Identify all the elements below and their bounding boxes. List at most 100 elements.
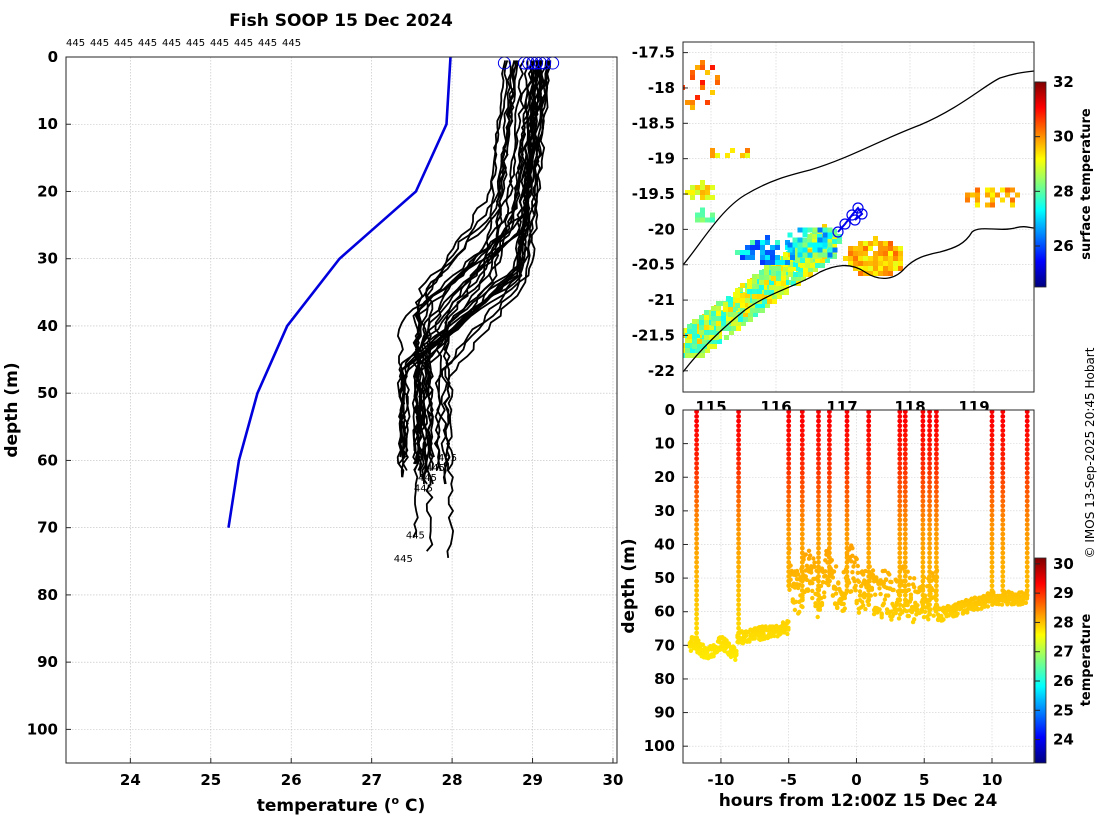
section-dot [927, 461, 932, 466]
section-dot [1000, 475, 1006, 480]
profile-x-label: temperature (o C) [257, 794, 426, 816]
sst-pixel [759, 275, 764, 280]
section-dot [780, 620, 786, 625]
section-dot [694, 625, 699, 631]
section-dot [694, 508, 699, 513]
sst-pixel [728, 307, 733, 312]
section-y-tick-label: 40 [654, 535, 675, 553]
map-axes-box [682, 41, 1035, 393]
section-dot [934, 437, 939, 443]
section-dot [934, 475, 939, 480]
section-dot [934, 451, 939, 457]
profile-x-tick-label: 24 [120, 771, 141, 789]
section-dot [1000, 555, 1006, 560]
section-dot [827, 489, 832, 495]
section-dot [827, 484, 832, 490]
section-dot [786, 432, 792, 438]
sst-pixel [735, 303, 740, 308]
section-dot [1024, 489, 1030, 495]
section-dot [736, 555, 741, 560]
section-dot [823, 569, 828, 574]
section-dot [934, 494, 939, 499]
section-dot [866, 517, 872, 523]
section-dot [736, 545, 741, 551]
sst-pixel [888, 256, 893, 261]
section-dot [816, 541, 821, 546]
sst-pixel [700, 348, 705, 353]
section-cb-tick-label: 30 [1053, 555, 1074, 573]
section-dot [920, 410, 926, 415]
section-dot [989, 522, 995, 527]
section-dot [694, 607, 699, 612]
section-cb-tick-label: 25 [1053, 701, 1074, 719]
section-dot [866, 475, 872, 480]
section-dot [902, 498, 908, 504]
sst-pixel [985, 192, 990, 198]
section-dot [799, 470, 805, 476]
section-dot [866, 541, 872, 546]
sst-pixel [868, 246, 873, 251]
sst-pixel [692, 339, 697, 344]
section-y-ticks: 0 10 20 30 40 50 60 70 80 90 100 [644, 401, 688, 755]
section-dot [912, 617, 917, 622]
section-dot [902, 555, 908, 560]
profile-x-tick-label: 25 [200, 771, 221, 789]
sst-pixel [801, 276, 806, 281]
section-dot [897, 489, 903, 495]
top-label: 445 [114, 38, 133, 49]
section-dot [889, 617, 894, 622]
sst-pixel [796, 276, 801, 281]
sst-pixel [822, 232, 828, 238]
sst-pixel [765, 303, 770, 308]
section-dot [989, 489, 995, 495]
section-dot [694, 550, 699, 556]
sst-pixel [975, 187, 980, 193]
section-dot [866, 414, 872, 419]
section-dot [989, 545, 995, 551]
section-dot [816, 559, 821, 565]
section-dot [799, 508, 805, 513]
sst-pixel [760, 255, 765, 260]
sst-pixel [721, 311, 726, 316]
section-dot [866, 559, 872, 565]
section-dot [786, 451, 792, 457]
map-cb-tick-label: 32 [1053, 73, 1074, 91]
section-x-ticks: -10 -5 0 5 10 [707, 758, 1002, 789]
profiles-series [396, 59, 552, 559]
section-dot [989, 508, 995, 513]
section-dot [1000, 578, 1006, 584]
sst-pixel [783, 252, 788, 257]
sst-pixel [868, 256, 873, 261]
section-dot [991, 590, 996, 595]
section-dot [736, 503, 741, 509]
section-dot [736, 479, 741, 485]
section-dot [799, 414, 805, 419]
section-dot [920, 586, 926, 591]
section-dot [694, 498, 699, 504]
sst-pixel [750, 240, 755, 245]
sst-pixel [760, 250, 765, 255]
sst-pixel [716, 321, 721, 326]
section-dot [1024, 545, 1030, 551]
sst-pixel [711, 306, 716, 311]
section-dot [1000, 498, 1006, 504]
section-dot [787, 581, 792, 587]
sst-pixel [970, 192, 975, 198]
section-dot [902, 465, 908, 471]
section-dot [866, 461, 872, 466]
section-dot [827, 446, 832, 452]
sst-pixel [781, 276, 786, 281]
sst-pixel [883, 256, 888, 261]
sst-pixel [812, 227, 818, 233]
sst-pixel [675, 338, 680, 343]
section-dot [1024, 564, 1030, 570]
sst-pixel [690, 190, 695, 195]
sst-pixel [805, 258, 810, 263]
section-dot [711, 654, 716, 659]
section-dot [736, 475, 741, 480]
section-dot [694, 621, 699, 626]
section-dot [816, 437, 821, 443]
sst-pixel [820, 263, 825, 268]
section-dot [928, 591, 933, 596]
section-dot [844, 522, 850, 527]
